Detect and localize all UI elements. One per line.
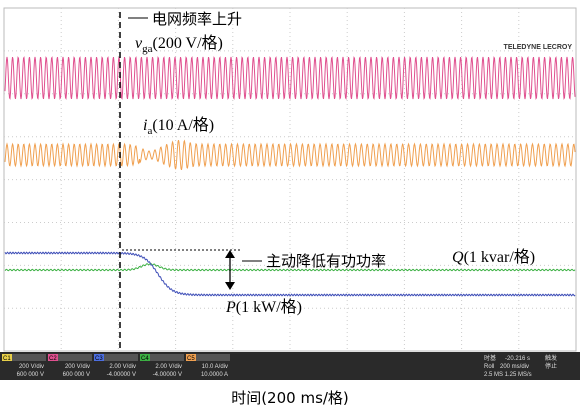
timebase-samples: 2.5 MS 1.25 MS/s: [484, 372, 532, 378]
caption: 时间(200 ms/格): [231, 389, 349, 407]
label: ia(10 A/格): [143, 116, 214, 137]
scale: (1 kvar/格): [464, 248, 536, 266]
channel-name: C4: [141, 356, 149, 362]
channel-offset: 600 000 V: [17, 372, 44, 378]
scale: (10 A/格): [152, 116, 214, 134]
label: P(1 kW/格): [225, 298, 302, 316]
timebase-mode: Roll: [484, 364, 494, 370]
channel-scale: 2.00 V/div: [155, 364, 182, 370]
timebase-delay: -20.216 s: [505, 356, 530, 362]
channel-offset: -4.00000 V: [153, 372, 182, 378]
channel-offset: 600 000 V: [63, 372, 90, 378]
label: Q(1 kvar/格): [452, 248, 535, 266]
state: 停止: [545, 362, 557, 370]
channel-name: C3: [95, 356, 103, 362]
channel-offset: -4.00000 V: [107, 372, 136, 378]
channel-name: C5: [187, 356, 195, 362]
scale: (1 kW/格): [236, 298, 302, 316]
channel-scale: 2.00 V/div: [109, 364, 136, 370]
figure: 电网频率上升 主动降低有功功率 vga(200 V/格) ia(10 A/格) …: [0, 0, 580, 410]
timebase-rate: 200 ms/div: [500, 364, 529, 370]
annotation: 电网频率上升: [152, 10, 242, 28]
trigger: 触发: [545, 354, 557, 362]
subscript: ga: [142, 43, 153, 55]
channel-name: C2: [49, 356, 57, 362]
channel-scale: 10.0 A/div: [202, 364, 228, 370]
symbol: P: [225, 299, 236, 316]
channel-name: C1: [3, 356, 11, 362]
channel-scale: 200 V/div: [65, 364, 90, 370]
annotation: 主动降低有功功率: [266, 252, 386, 270]
channel-scale: 200 V/div: [19, 364, 44, 370]
brand: TELEDYNE LECROY: [504, 44, 573, 51]
symbol: Q: [452, 249, 464, 266]
timebase-title: 时基: [484, 354, 496, 362]
channel-offset: 10.0000 A: [201, 372, 228, 378]
scale: (200 V/格): [153, 34, 223, 52]
